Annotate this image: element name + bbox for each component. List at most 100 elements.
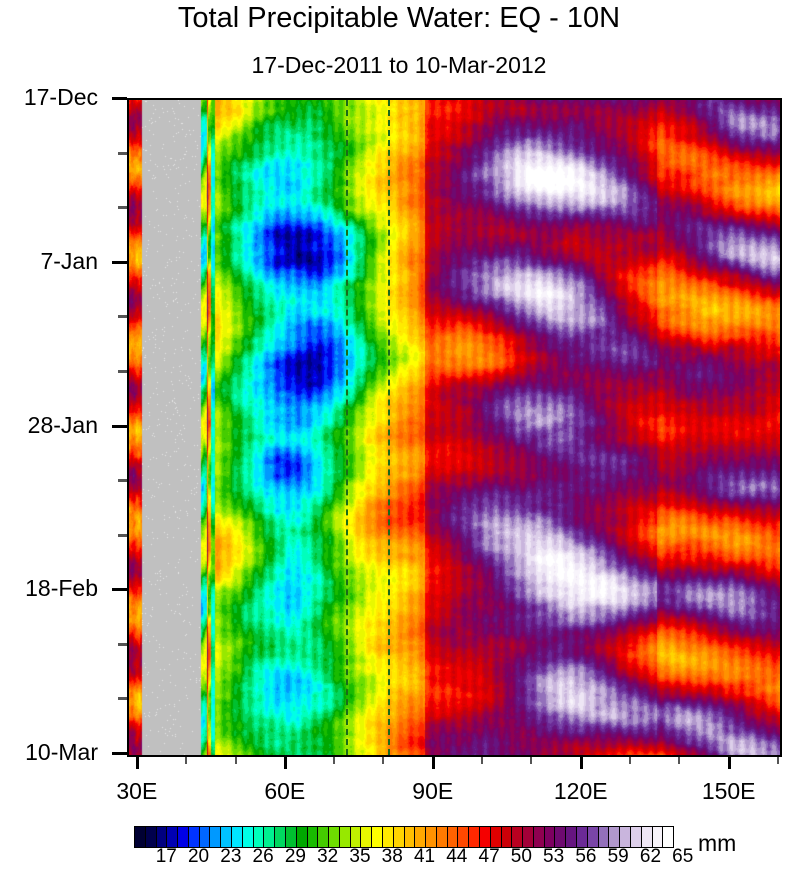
colorbar-tick-label: 41 [413, 846, 436, 867]
y-axis-minor-tick [118, 642, 127, 646]
colorbar-tick-label: 44 [446, 846, 468, 867]
colorbar-tick-label: 65 [672, 846, 694, 867]
colorbar-cell [275, 827, 286, 847]
x-axis-minor-tick [530, 755, 533, 764]
colorbar-cell [382, 827, 394, 847]
colorbar [134, 826, 674, 848]
colorbar-cell [436, 827, 448, 847]
colorbar-tick-label: 62 [639, 846, 662, 867]
page-title: Total Precipitable Water: EQ - 10N [177, 2, 621, 34]
y-axis-minor-tick [118, 315, 127, 319]
colorbar-tick-label: 35 [349, 846, 371, 867]
heatmap-canvas [129, 100, 780, 755]
colorbar-cell [555, 827, 567, 847]
colorbar-cell [587, 827, 599, 847]
colorbar-tick-label: 26 [252, 846, 274, 867]
x-axis-tick-label: 150E [701, 778, 756, 804]
colorbar-cell [372, 827, 383, 847]
y-axis-minor-tick [118, 206, 127, 210]
colorbar-cell [663, 827, 674, 847]
colorbar-tick-label: 59 [607, 846, 629, 867]
colorbar-cell [458, 827, 470, 847]
colorbar-cell [566, 827, 578, 847]
y-axis-minor-tick [118, 533, 127, 537]
colorbar-cell [253, 827, 265, 847]
colorbar-cell [490, 827, 502, 847]
x-axis-major-tick [579, 755, 583, 769]
colorbar-cell [512, 827, 524, 847]
colorbar-cell [641, 827, 653, 847]
colorbar-cell [620, 827, 631, 847]
colorbar-tick-label: 50 [510, 846, 532, 867]
x-axis-minor-tick [629, 755, 632, 764]
colorbar-cell [630, 827, 642, 847]
colorbar-cell [350, 827, 362, 847]
y-axis-major-tick [112, 424, 127, 428]
colorbar-cell [480, 827, 491, 847]
colorbar-cell [523, 827, 534, 847]
y-axis-major-tick [112, 97, 127, 100]
colorbar-cell [296, 827, 308, 847]
colorbar-cell [426, 827, 437, 847]
colorbar-cell [447, 827, 459, 847]
x-axis-minor-tick [185, 755, 188, 764]
colorbar-cell [242, 827, 254, 847]
y-axis-minor-tick [118, 369, 127, 373]
colorbar-cell [501, 827, 513, 847]
colorbar-tick-label: 23 [220, 846, 242, 867]
y-axis-tick-label: 10-Mar [25, 739, 98, 765]
colorbar-cell [533, 827, 545, 847]
colorbar-cell [210, 827, 222, 847]
x-axis-minor-tick [382, 755, 385, 764]
colorbar-cell [329, 827, 340, 847]
x-axis-major-tick [135, 755, 139, 769]
colorbar-cell [339, 827, 351, 847]
colorbar-cell [167, 827, 179, 847]
colorbar-cell [318, 827, 330, 847]
y-axis-minor-tick [118, 697, 127, 701]
colorbar-cell [404, 827, 416, 847]
colorbar-cell [361, 827, 373, 847]
colorbar-cell [415, 827, 427, 847]
y-axis-major-tick [112, 752, 127, 755]
colorbar-cell [544, 827, 556, 847]
figure-subtitle: 17-Dec-2011 to 10-Mar-2012 [251, 52, 547, 78]
colorbar-cell [393, 827, 405, 847]
y-axis-tick-label: 17-Dec [23, 84, 98, 110]
x-axis-minor-tick [678, 755, 681, 764]
vertical-dashed-line [346, 100, 348, 755]
colorbar-cell [232, 827, 243, 847]
colorbar-cell [135, 827, 146, 847]
x-axis-tick-label: 30E [116, 778, 158, 804]
y-axis-tick-label: 7-Jan [40, 247, 98, 274]
colorbar-cell [598, 827, 610, 847]
colorbar-cell [469, 827, 480, 847]
colorbar-cell [577, 827, 588, 847]
vertical-dashed-line [387, 100, 390, 755]
colorbar-cell [145, 827, 157, 847]
x-axis-minor-tick [481, 755, 484, 764]
y-axis-major-tick [112, 588, 127, 592]
colorbar-tick-label: 53 [543, 846, 565, 867]
colorbar-tick-label: 20 [187, 846, 210, 867]
colorbar-tick-label: 47 [478, 846, 500, 867]
x-axis-minor-tick [333, 755, 336, 764]
colorbar-cell [307, 827, 319, 847]
colorbar-cell [652, 827, 664, 847]
colorbar-cell [199, 827, 211, 847]
colorbar-cell [178, 827, 189, 847]
colorbar-cell [221, 827, 233, 847]
colorbar-tick-label: 38 [381, 846, 403, 867]
y-axis-tick-label: 28-Jan [27, 411, 98, 438]
colorbar-tick-label: 17 [155, 846, 177, 867]
x-axis-tick-label: 60E [264, 778, 306, 804]
y-axis-minor-tick [118, 151, 127, 155]
x-axis-minor-tick [777, 755, 779, 764]
x-axis-tick-label: 90E [412, 778, 454, 804]
x-axis-major-tick [431, 755, 435, 769]
colorbar-tick-label: 56 [575, 846, 597, 867]
colorbar-cell [285, 827, 297, 847]
colorbar-tick-label: 29 [284, 846, 306, 867]
colorbar-tick-labels: 17 20 23 26 29 32 35 38 41 44 47 50 53 56 59 62 65 [134, 846, 694, 870]
